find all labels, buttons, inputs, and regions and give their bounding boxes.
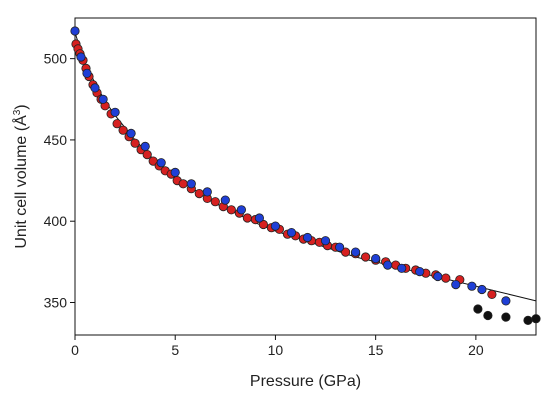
y-tick-label: 450 xyxy=(44,132,68,148)
x-tick-label: 15 xyxy=(368,342,384,358)
blue-data-point xyxy=(286,228,297,238)
blue-data-point xyxy=(350,247,361,257)
plot-frame xyxy=(74,17,537,336)
blue-data-point xyxy=(397,263,407,273)
fit-curve xyxy=(74,32,537,302)
red-data-point xyxy=(118,125,128,135)
x-tick-label: 0 xyxy=(71,342,79,358)
black-data-point xyxy=(523,315,533,325)
black-data-point xyxy=(531,314,541,324)
blue-data-point xyxy=(82,68,92,78)
blue-data-point xyxy=(477,284,487,295)
red-data-point xyxy=(194,189,204,199)
blue-data-point xyxy=(371,254,381,264)
red-data-point xyxy=(441,273,451,283)
red-data-point xyxy=(340,247,351,257)
x-tick-label: 5 xyxy=(171,342,179,358)
red-data-point xyxy=(242,213,252,223)
blue-data-point xyxy=(98,94,108,104)
blue-data-point xyxy=(202,187,212,197)
blue-data-point xyxy=(156,158,166,168)
x-tick-label: 20 xyxy=(468,342,484,358)
blue-data-point xyxy=(302,232,313,243)
blue-data-point xyxy=(254,213,264,223)
red-data-point xyxy=(112,119,122,129)
blue-data-point xyxy=(236,205,246,215)
blue-data-point xyxy=(270,221,280,231)
blue-data-point xyxy=(140,141,150,151)
y-tick-label: 400 xyxy=(44,213,68,229)
red-data-point xyxy=(360,252,371,262)
red-data-point xyxy=(258,219,268,230)
blue-data-point xyxy=(126,128,136,138)
red-data-point xyxy=(178,179,188,189)
red-data-point xyxy=(130,138,140,148)
blue-data-point xyxy=(186,179,196,189)
y-tick-label: 350 xyxy=(44,294,68,310)
blue-data-point xyxy=(415,266,425,277)
y-axis-title-superscript: 3 xyxy=(12,109,23,115)
data-points xyxy=(70,26,541,325)
blue-data-point xyxy=(467,281,477,291)
y-axis-title: Unit cell volume (Å3) xyxy=(11,104,30,248)
blue-data-point xyxy=(383,260,393,270)
blue-data-point xyxy=(110,107,120,117)
blue-data-point xyxy=(433,271,443,282)
blue-data-point xyxy=(451,279,461,290)
blue-data-point xyxy=(501,296,511,306)
red-data-point xyxy=(210,197,220,207)
blue-data-point xyxy=(70,26,80,36)
x-tick-label: 10 xyxy=(268,342,284,358)
blue-data-point xyxy=(76,52,86,62)
black-data-point xyxy=(501,312,511,322)
blue-data-point xyxy=(334,242,345,252)
y-axis-title-main: Unit cell volume (Å xyxy=(11,115,30,249)
blue-data-point xyxy=(90,83,100,93)
blue-data-point xyxy=(320,236,331,246)
blue-data-point xyxy=(220,195,230,205)
axis-ticks: 0 5 10 15 20 350 400 450 500 xyxy=(44,51,484,358)
red-data-point xyxy=(142,150,152,160)
red-data-point xyxy=(226,205,236,215)
black-data-point xyxy=(483,310,493,321)
red-data-point xyxy=(487,289,497,299)
y-tick-label: 500 xyxy=(44,51,68,67)
blue-data-point xyxy=(170,167,180,177)
x-axis-title: Pressure (GPa) xyxy=(250,373,361,390)
black-data-point xyxy=(473,304,483,314)
y-axis-title-close: ) xyxy=(13,104,30,109)
